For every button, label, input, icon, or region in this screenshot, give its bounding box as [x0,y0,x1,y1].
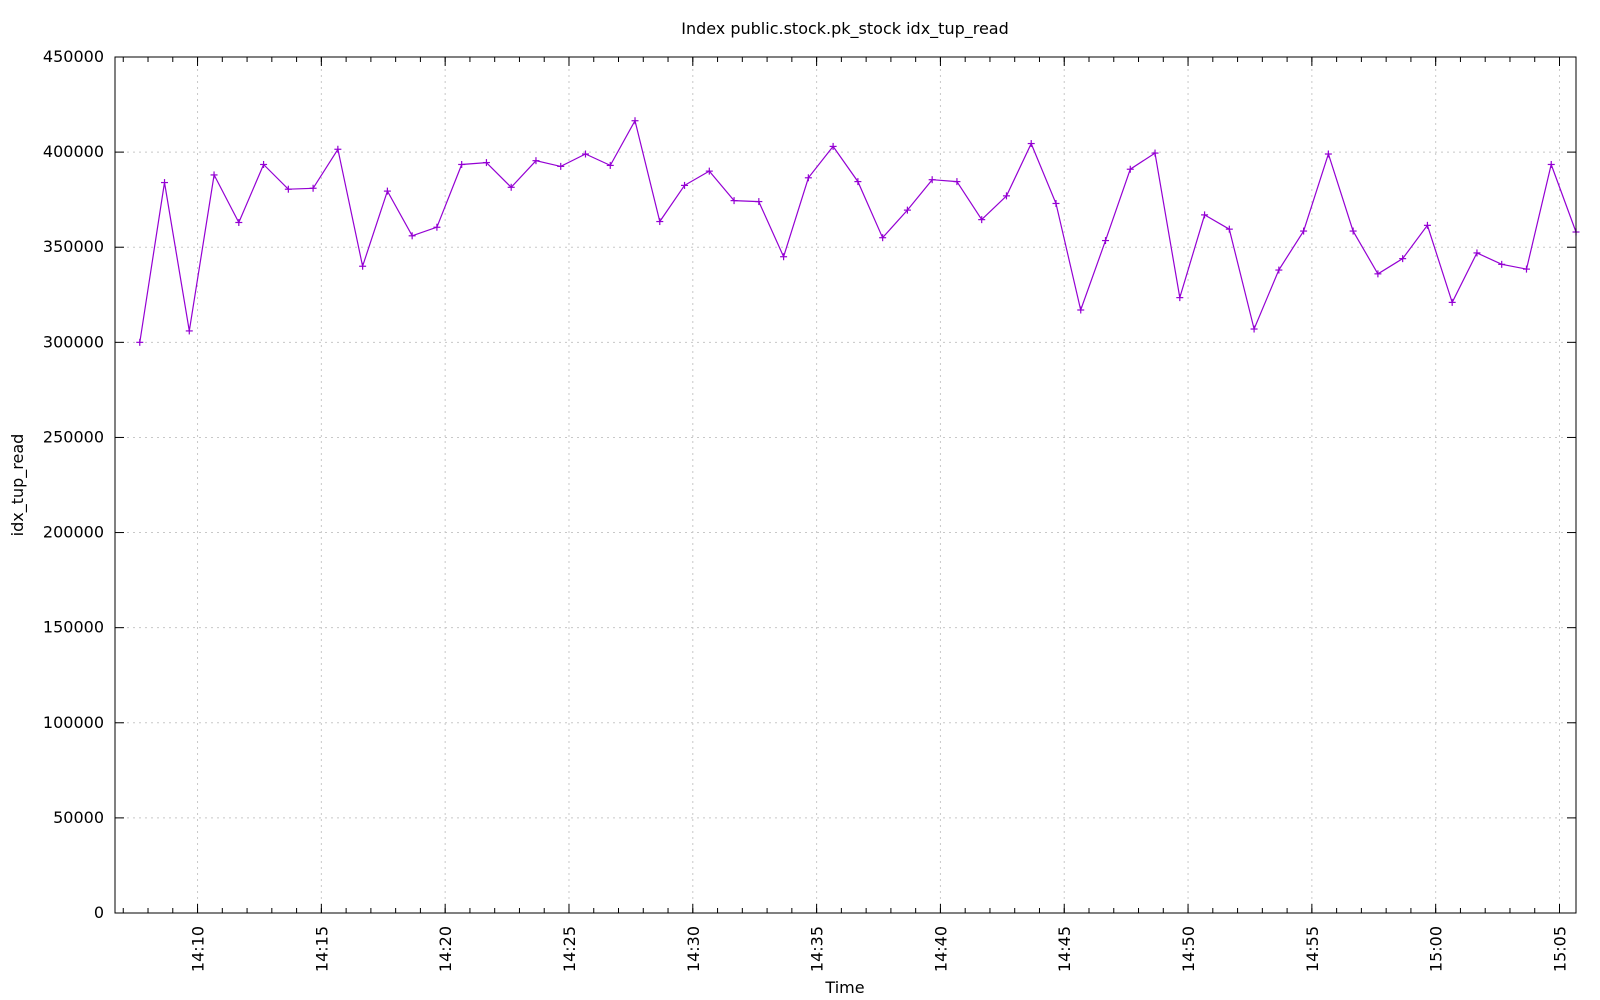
data-point-marker [284,185,292,193]
x-tick-label: 15:05 [1550,926,1569,972]
data-point-marker [185,327,193,335]
data-point-marker [309,184,317,192]
data-point-marker [1052,199,1060,207]
x-tick-label: 14:30 [684,926,703,972]
data-point-marker [854,178,862,186]
data-point-marker [1448,298,1456,306]
x-tick-label: 14:50 [1179,926,1198,972]
data-point-marker [1473,249,1481,257]
data-point-marker [1102,237,1110,245]
grid-layer [115,57,1576,913]
data-point-marker [953,178,961,186]
data-point-marker [235,218,243,226]
data-point-marker [1522,265,1530,273]
data-point-marker [656,218,664,226]
data-point-marker [1399,255,1407,263]
x-tick-label: 14:45 [1055,926,1074,972]
data-point-marker [408,232,416,240]
data-point-marker [705,167,713,175]
data-point-marker [903,206,911,214]
chart-title: Index public.stock.pk_stock idx_tup_read [681,19,1009,39]
data-point-marker [161,179,169,187]
y-tick-label: 50000 [53,808,104,827]
data-point-marker [1176,294,1184,302]
data-point-marker [681,181,689,189]
data-point-marker [482,159,490,167]
data-point-marker [1498,260,1506,268]
data-point-marker [1201,211,1209,219]
x-tick-label: 14:55 [1303,926,1322,972]
x-tick-label: 14:20 [436,926,455,972]
x-tick-label: 14:15 [312,926,331,972]
data-point-marker [458,160,466,168]
data-point-marker [1225,225,1233,233]
y-tick-label: 350000 [43,237,104,256]
x-axis-label: Time [824,978,864,997]
data-point-marker [804,174,812,182]
series-line [139,119,1577,343]
data-point-marker [1126,165,1134,173]
data-point-marker [1275,266,1283,274]
data-point-marker [557,162,565,170]
data-point-marker [210,171,218,179]
data-point-marker [1374,270,1382,278]
data-point-marker [1547,160,1555,168]
y-tick-label: 400000 [43,142,104,161]
data-point-marker [755,198,763,206]
x-tick-label: 14:10 [189,926,208,972]
data-point-marker [730,197,738,205]
data-point-marker [1324,150,1332,158]
y-tick-label: 250000 [43,427,104,446]
x-tick-label: 14:40 [931,926,950,972]
data-point-marker [136,338,144,346]
y-tick-label: 0 [94,903,104,922]
data-point-marker [359,262,367,270]
label-layer: 0 50000 100000 150000 200000 250000 300000 3500… [43,47,1570,972]
data-point-marker [780,253,788,261]
data-point-marker [581,150,589,158]
y-tick-label: 100000 [43,713,104,732]
data-point-marker [1027,140,1035,148]
data-point-marker [433,223,441,231]
data-point-marker [532,157,540,165]
x-tick-label: 14:35 [808,926,827,972]
data-point-marker [829,142,837,150]
data-point-marker [879,234,887,242]
data-point-marker [1250,325,1258,333]
y-tick-label: 150000 [43,618,104,637]
y-tick-label: 200000 [43,523,104,542]
data-point-marker [1077,306,1085,314]
data-point-marker [1349,227,1357,235]
data-point-marker [507,183,515,191]
data-point-marker [631,117,639,125]
plot-frame [114,56,1577,914]
x-tick-label: 14:25 [560,926,579,972]
data-point-marker [978,216,986,224]
data-point-marker [606,161,614,169]
data-point-marker [260,160,268,168]
data-point-marker [928,176,936,184]
data-point-marker [1002,192,1010,200]
data-point-marker [1151,149,1159,157]
x-tick-label: 15:00 [1427,926,1446,972]
tick-layer [115,56,1576,914]
data-point-marker [1423,221,1431,229]
data-point-marker [334,145,342,153]
y-axis-label: idx_tup_read [8,434,28,537]
y-tick-label: 450000 [43,47,104,66]
data-point-marker [1300,227,1308,235]
series-layer [136,117,1580,346]
y-tick-label: 300000 [43,332,104,351]
data-point-marker [383,187,391,195]
